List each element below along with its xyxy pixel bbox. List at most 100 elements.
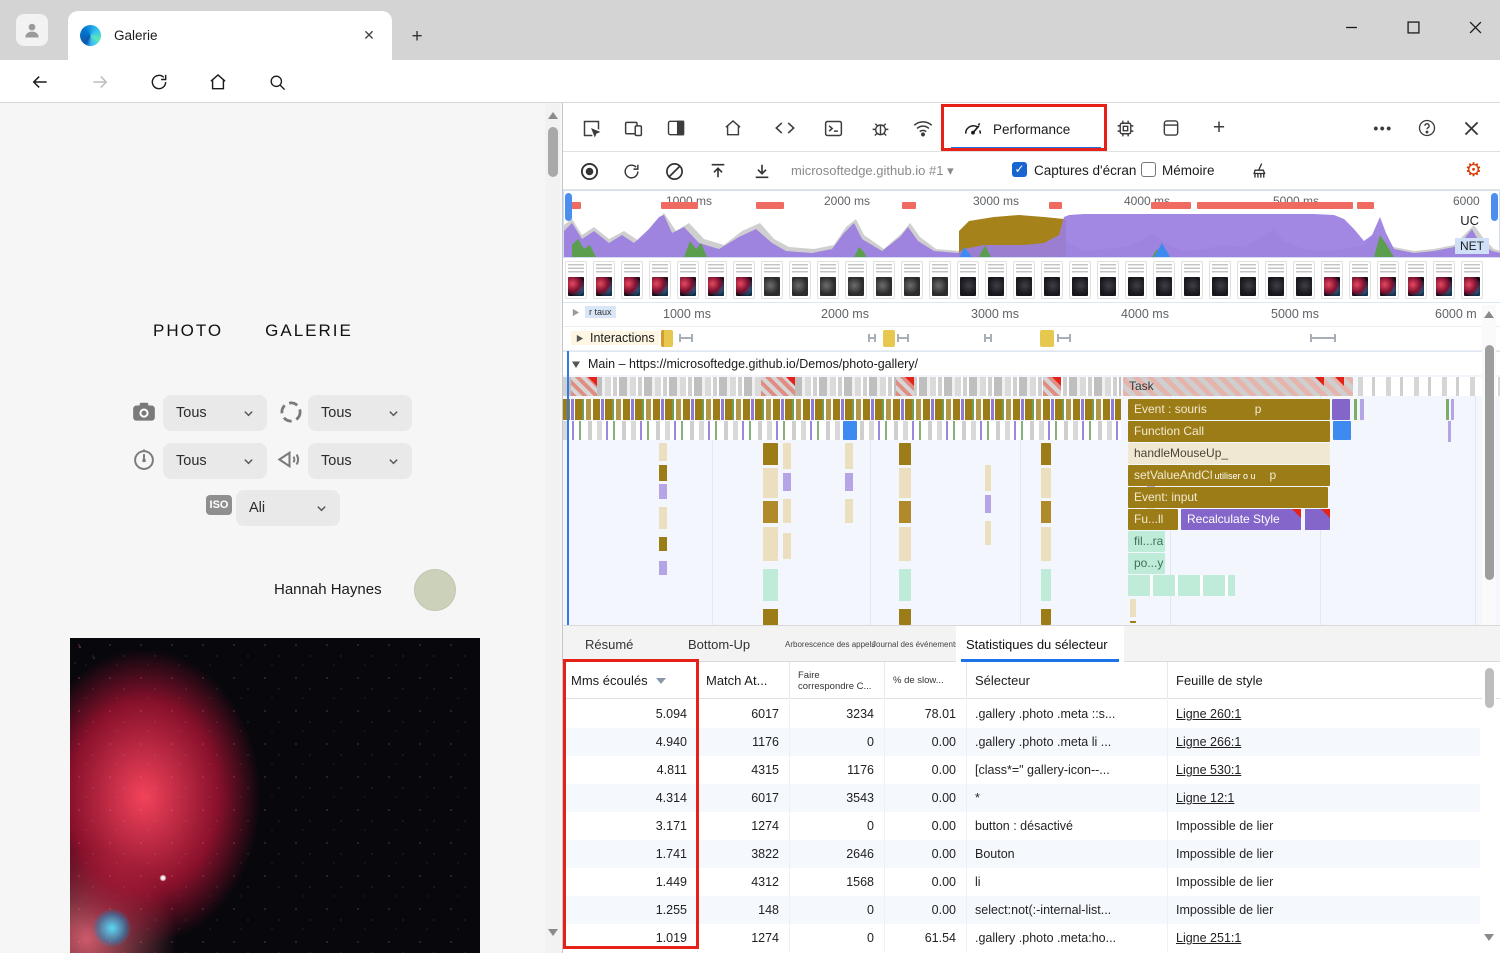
- flame-bar-function-call[interactable]: Function Call: [1128, 421, 1330, 442]
- interactions-track-label[interactable]: Interactions: [571, 331, 659, 345]
- network-conditions-icon[interactable]: [911, 116, 935, 140]
- column-header-stylesheet[interactable]: Feuille de style: [1176, 673, 1263, 688]
- reload-button[interactable]: [145, 68, 173, 96]
- scroll-thumb[interactable]: [547, 127, 558, 177]
- tab-event-log[interactable]: Journal des événements: [872, 639, 960, 649]
- flame-bar-handlemouseup[interactable]: handleMouseUp_: [1128, 443, 1330, 464]
- screenshots-checkbox[interactable]: ✓: [1012, 162, 1027, 177]
- screenshot-thumbnail[interactable]: [1041, 261, 1063, 299]
- column-header-slow-pct[interactable]: % de slow...: [885, 662, 967, 699]
- page-scrollbar[interactable]: [545, 103, 560, 953]
- screenshot-thumbnail[interactable]: [789, 261, 811, 299]
- scroll-up-arrow[interactable]: [547, 112, 558, 119]
- back-button[interactable]: [26, 68, 54, 96]
- stylesheet-link[interactable]: Ligne 260:1: [1176, 707, 1242, 721]
- screenshot-thumbnail[interactable]: [1461, 261, 1483, 299]
- record-button[interactable]: [577, 159, 601, 183]
- elements-tab-icon[interactable]: [773, 116, 797, 140]
- issues-bug-icon[interactable]: [868, 116, 892, 140]
- shutter-filter-select[interactable]: Tous: [163, 443, 267, 479]
- tab-call-tree[interactable]: Arborescence des appels: [785, 639, 876, 649]
- flame-chart[interactable]: Task Event : souris p Function Call handl…: [563, 375, 1500, 625]
- flame-bar-event-input[interactable]: Event: input: [1128, 487, 1328, 508]
- tab-summary[interactable]: Résumé: [585, 636, 634, 652]
- screenshot-thumbnail[interactable]: [649, 261, 671, 299]
- screenshot-thumbnail[interactable]: [1181, 261, 1203, 299]
- gallery-photo[interactable]: [70, 638, 480, 953]
- table-row[interactable]: 3.171 1274 0 0.00 button : désactivé Impossib…: [563, 812, 1480, 840]
- table-row[interactable]: 4.940 1176 0 0.00 .gallery .photo .meta li .…: [563, 728, 1480, 756]
- screenshot-thumbnail[interactable]: [1125, 261, 1147, 299]
- tab-bottom-up[interactable]: Bottom-Up: [688, 636, 751, 652]
- column-header-elapsed[interactable]: Mms écoulés: [563, 662, 698, 699]
- frames-track[interactable]: r taux: [571, 306, 616, 318]
- screenshot-thumbnail[interactable]: [1265, 261, 1287, 299]
- table-row[interactable]: 5.094 6017 3234 78.01 .gallery .photo .meta …: [563, 700, 1480, 728]
- scroll-thumb[interactable]: [1484, 345, 1494, 580]
- device-emulation-icon[interactable]: [621, 116, 645, 140]
- screenshot-thumbnail[interactable]: [1433, 261, 1455, 299]
- forward-button[interactable]: [86, 68, 114, 96]
- screenshot-thumbnail[interactable]: [1321, 261, 1343, 299]
- exposure-filter-select[interactable]: Tous: [308, 443, 412, 479]
- profile-avatar-button[interactable]: [16, 14, 48, 46]
- inspect-element-icon[interactable]: [579, 116, 603, 140]
- screenshot-thumbnail[interactable]: [705, 261, 727, 299]
- devtools-divider[interactable]: [562, 103, 563, 953]
- screenshot-thumbnail[interactable]: [1293, 261, 1315, 299]
- memory-checkbox[interactable]: [1141, 162, 1156, 177]
- scroll-up-arrow[interactable]: [1484, 311, 1494, 318]
- devtools-close-icon[interactable]: [1459, 116, 1483, 140]
- aperture-filter-select[interactable]: Tous: [308, 395, 412, 431]
- screenshot-thumbnail[interactable]: [1097, 261, 1119, 299]
- flame-bar-event-mouse[interactable]: Event : souris p: [1128, 399, 1330, 420]
- screenshot-thumbnail[interactable]: [1237, 261, 1259, 299]
- overview-right-handle[interactable]: [1491, 193, 1498, 221]
- column-header-match-attempts[interactable]: Match At...: [698, 662, 790, 699]
- capture-settings-gear-icon[interactable]: ⚙: [1464, 160, 1482, 181]
- help-icon[interactable]: [1415, 116, 1439, 140]
- tab-performance[interactable]: Performance: [948, 109, 1104, 149]
- screenshot-thumbnail[interactable]: [1209, 261, 1231, 299]
- window-maximize-button[interactable]: [1396, 10, 1430, 44]
- overview-left-handle[interactable]: [565, 193, 572, 221]
- interactions-track[interactable]: Interactions: [563, 327, 1500, 351]
- more-tools-plus-icon[interactable]: +: [1212, 116, 1226, 139]
- screenshot-thumbnail[interactable]: [901, 261, 923, 299]
- screenshot-thumbnail[interactable]: [621, 261, 643, 299]
- load-profile-button[interactable]: [706, 159, 730, 183]
- screenshot-thumbnail[interactable]: [929, 261, 951, 299]
- iso-filter-select[interactable]: Ali: [236, 490, 340, 526]
- new-tab-button[interactable]: +: [411, 26, 423, 47]
- table-row[interactable]: 1.019 1274 0 61.54 .gallery .photo .meta:ho.…: [563, 924, 1480, 952]
- column-header-match-count[interactable]: Faire correspondre C...: [790, 662, 885, 699]
- flame-bar-filter[interactable]: fil...ra: [1128, 531, 1165, 552]
- screenshot-thumbnail[interactable]: [873, 261, 895, 299]
- stylesheet-link[interactable]: Ligne 266:1: [1176, 735, 1242, 749]
- console-tab-icon[interactable]: [821, 116, 845, 140]
- screenshot-thumbnail[interactable]: [1377, 261, 1399, 299]
- screenshot-thumbnail[interactable]: [677, 261, 699, 299]
- table-row[interactable]: 4.811 4315 1176 0.00 [class*=" gallery-icon-…: [563, 756, 1480, 784]
- memory-chip-icon[interactable]: [1113, 116, 1137, 140]
- screenshot-thumbnail[interactable]: [593, 261, 615, 299]
- dock-side-icon[interactable]: [664, 116, 688, 140]
- camera-filter-select[interactable]: Tous: [163, 395, 267, 431]
- devtools-menu-icon[interactable]: •••: [1373, 120, 1393, 136]
- stylesheet-link[interactable]: Ligne 12:1: [1176, 791, 1235, 805]
- screenshot-thumbnail[interactable]: [817, 261, 839, 299]
- stylesheet-link[interactable]: Ligne 530:1: [1176, 763, 1242, 777]
- screenshot-filmstrip[interactable]: [563, 258, 1500, 303]
- home-button[interactable]: [204, 68, 232, 96]
- screenshot-thumbnail[interactable]: [761, 261, 783, 299]
- column-header-selector[interactable]: Sélecteur: [967, 662, 1168, 699]
- screenshot-thumbnail[interactable]: [733, 261, 755, 299]
- screenshot-thumbnail[interactable]: [565, 261, 587, 299]
- window-close-button[interactable]: [1458, 10, 1492, 44]
- window-minimize-button[interactable]: [1334, 10, 1368, 44]
- screenshot-thumbnail[interactable]: [1069, 261, 1091, 299]
- flame-bar-recalculate-style[interactable]: Recalculate Style: [1181, 509, 1330, 530]
- screenshot-thumbnail[interactable]: [845, 261, 867, 299]
- tab-selector-stats[interactable]: Statistiques du sélecteur: [956, 626, 1124, 662]
